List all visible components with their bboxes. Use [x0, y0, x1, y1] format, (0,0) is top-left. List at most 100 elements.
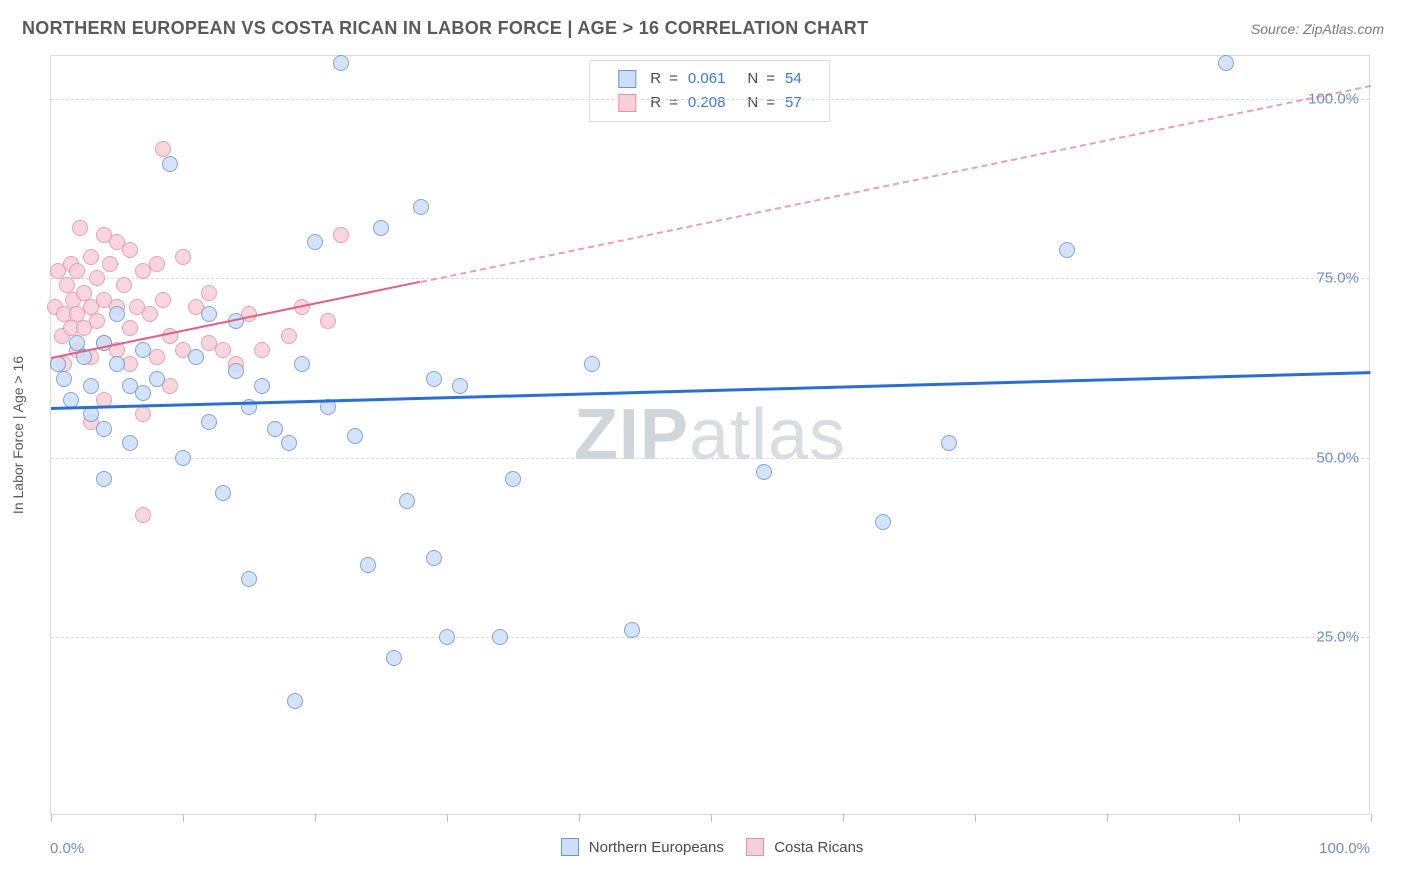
series-a-point	[122, 435, 138, 451]
series-a-point	[201, 306, 217, 322]
series-b-point	[320, 313, 336, 329]
series-a-point	[875, 514, 891, 530]
watermark: ZIPatlas	[574, 394, 846, 476]
series-a-point	[360, 557, 376, 573]
source-label: Source: ZipAtlas.com	[1251, 21, 1384, 37]
series-a-point	[333, 55, 349, 71]
legend-eq: =	[669, 91, 678, 115]
series-b-point	[122, 242, 138, 258]
x-tick	[711, 814, 712, 822]
series-a-point	[267, 421, 283, 437]
series-a-point	[162, 156, 178, 172]
series-b-point	[135, 406, 151, 422]
legend-eq: =	[766, 91, 775, 115]
series-a-point	[228, 363, 244, 379]
series-a-point	[215, 485, 231, 501]
series-b-point	[281, 328, 297, 344]
series-b-point	[155, 292, 171, 308]
series-a-point	[399, 493, 415, 509]
x-tick	[1371, 814, 1372, 822]
watermark-atlas: atlas	[689, 395, 846, 475]
x-tick	[51, 814, 52, 822]
series-b-point	[149, 256, 165, 272]
legend-swatch-series-b	[746, 838, 764, 856]
series-b-point	[175, 249, 191, 265]
series-a-point	[307, 234, 323, 250]
x-tick	[183, 814, 184, 822]
legend-row-a: R = 0.061 N = 54	[600, 67, 815, 91]
series-a-point	[584, 356, 600, 372]
series-a-point	[452, 378, 468, 394]
x-tick	[579, 814, 580, 822]
legend-label-series-a: Northern Europeans	[589, 839, 724, 856]
series-b-trend-dashed	[420, 85, 1371, 283]
plot-area: ZIPatlas R = 0.061 N = 54 R = 0.208 N = …	[50, 55, 1370, 815]
series-a-point	[254, 378, 270, 394]
legend-eq: =	[669, 67, 678, 91]
series-b-point	[89, 313, 105, 329]
series-a-point	[413, 199, 429, 215]
series-a-point	[109, 306, 125, 322]
legend-swatch-a	[618, 70, 636, 88]
series-a-point	[373, 220, 389, 236]
series-b-point	[72, 220, 88, 236]
legend-label-series-b: Costa Ricans	[774, 839, 863, 856]
series-b-point	[69, 263, 85, 279]
series-a-point	[624, 622, 640, 638]
series-a-point	[149, 371, 165, 387]
watermark-zip: ZIP	[574, 395, 689, 475]
legend-r-value: 0.061	[688, 67, 726, 91]
series-a-point	[135, 385, 151, 401]
series-b-point	[83, 249, 99, 265]
series-a-point	[135, 342, 151, 358]
x-tick	[1107, 814, 1108, 822]
series-a-point	[109, 356, 125, 372]
series-b-point	[89, 270, 105, 286]
series-a-point	[756, 464, 772, 480]
y-tick-label: 25.0%	[1316, 628, 1359, 645]
series-a-point	[188, 349, 204, 365]
series-a-point	[386, 650, 402, 666]
y-axis-label-container: In Labor Force | Age > 16	[8, 55, 28, 815]
legend-n-label: N	[747, 91, 758, 115]
series-a-point	[1218, 55, 1234, 71]
series-a-point	[201, 414, 217, 430]
legend-r-label: R	[650, 67, 661, 91]
gridline	[51, 99, 1369, 100]
y-axis-label: In Labor Force | Age > 16	[10, 356, 26, 514]
y-tick-label: 50.0%	[1316, 449, 1359, 466]
series-a-point	[1059, 242, 1075, 258]
series-a-point	[426, 371, 442, 387]
series-a-point	[294, 356, 310, 372]
legend-n-value: 57	[785, 91, 802, 115]
legend-r-value: 0.208	[688, 91, 726, 115]
series-legend: Northern Europeans Costa Ricans	[0, 838, 1406, 856]
series-b-point	[333, 227, 349, 243]
series-a-point	[96, 471, 112, 487]
series-b-point	[135, 507, 151, 523]
gridline	[51, 458, 1369, 459]
series-a-point	[241, 571, 257, 587]
series-b-point	[201, 285, 217, 301]
series-a-point	[347, 428, 363, 444]
series-a-trend	[51, 371, 1371, 410]
series-a-point	[96, 421, 112, 437]
series-b-point	[102, 256, 118, 272]
series-b-point	[142, 306, 158, 322]
legend-swatch-b	[618, 94, 636, 112]
series-a-point	[439, 629, 455, 645]
x-tick	[447, 814, 448, 822]
legend-n-value: 54	[785, 67, 802, 91]
y-tick-label: 75.0%	[1316, 270, 1359, 287]
legend-n-label: N	[747, 67, 758, 91]
x-tick	[315, 814, 316, 822]
x-tick	[843, 814, 844, 822]
legend-r-label: R	[650, 91, 661, 115]
series-a-point	[175, 450, 191, 466]
gridline	[51, 278, 1369, 279]
series-a-point	[281, 435, 297, 451]
series-a-point	[287, 693, 303, 709]
chart-title: NORTHERN EUROPEAN VS COSTA RICAN IN LABO…	[22, 18, 868, 39]
series-b-point	[116, 277, 132, 293]
series-b-point	[254, 342, 270, 358]
